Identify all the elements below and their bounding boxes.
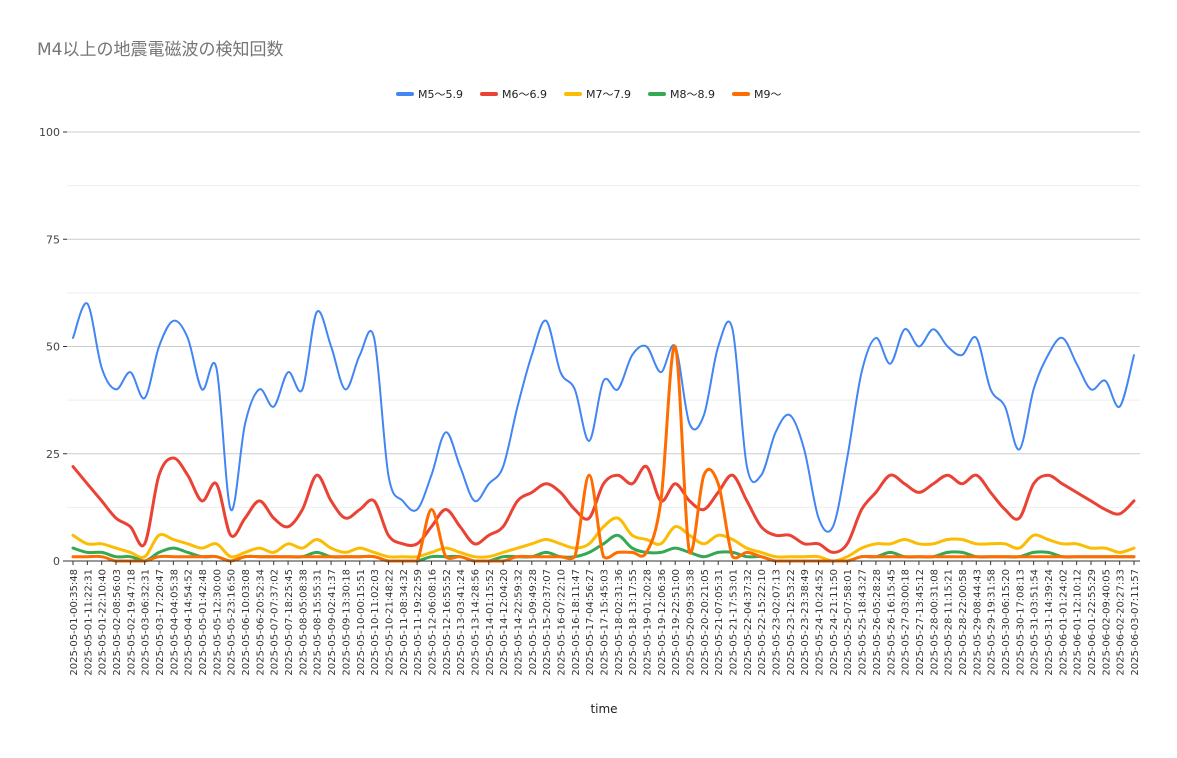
series-line [71, 516, 1136, 563]
x-tick-label: 2025-05-18-13:17:55 [628, 569, 639, 676]
legend-label: M5〜5.9 [418, 88, 463, 101]
x-tick-label: 2025-05-08-15:55:31 [313, 569, 324, 676]
x-axis: 2025-05-01-00:35:48 2025-05-01-11:22:31 20… [69, 561, 1141, 676]
series-line [71, 456, 1136, 554]
x-tick-label: 2025-05-25-07:58:01 [843, 569, 854, 676]
x-tick-label: 2025-05-14-12:04:20 [499, 569, 510, 676]
x-tick-label: 2025-05-19-12:06:36 [657, 569, 668, 676]
series-line [71, 344, 1136, 563]
legend-label: M7〜7.9 [586, 88, 631, 101]
x-tick-label: 2025-05-10-11:02:03 [370, 569, 381, 676]
x-tick-label: 2025-05-17-15:45:03 [600, 569, 611, 676]
x-axis-title: time [590, 702, 617, 716]
x-tick-label: 2025-05-05-12:30:00 [212, 569, 223, 676]
x-tick-label: 2025-05-31-14:39:24 [1044, 569, 1055, 676]
y-axis: 0 25 50 75 100 [39, 126, 67, 568]
x-tick-label: 2025-05-05-23:16:50 [227, 569, 238, 676]
x-tick-label: 2025-05-03-06:32:31 [141, 569, 152, 676]
x-tick-label: 2025-06-02-09:40:05 [1101, 569, 1112, 676]
x-tick-label: 2025-05-29-08:44:43 [972, 569, 983, 676]
x-tick-label: 2025-05-11-19:22:59 [413, 569, 424, 676]
x-tick-label: 2025-05-04-04:05:38 [169, 569, 180, 676]
x-tick-label: 2025-05-29-19:31:58 [987, 569, 998, 676]
x-tick-label: 2025-06-03-07:11:57 [1130, 569, 1141, 676]
x-tick-label: 2025-05-13-14:28:56 [470, 569, 481, 676]
x-tick-label: 2025-05-01-11:22:31 [83, 569, 94, 676]
x-tick-label: 2025-05-17-04:56:27 [585, 569, 596, 676]
y-tick-label: 0 [53, 555, 60, 568]
x-tick-label: 2025-05-15-20:37:07 [542, 569, 553, 676]
x-tick-label: 2025-05-18-02:31:36 [614, 569, 625, 676]
x-tick-label: 2025-05-30-06:15:20 [1001, 569, 1012, 676]
gridlines [67, 131, 1140, 508]
x-tick-label: 2025-05-11-08:34:32 [399, 569, 410, 676]
x-tick-label: 2025-05-16-07:22:10 [556, 569, 567, 676]
x-tick-label: 2025-05-28-22:00:58 [958, 569, 969, 676]
x-tick-label: 2025-05-08-05:08:38 [298, 569, 309, 676]
x-tick-label: 2025-05-07-18:25:45 [284, 569, 295, 676]
x-tick-label: 2025-05-24-10:24:52 [815, 569, 826, 676]
x-tick-label: 2025-05-06-10:03:08 [241, 569, 252, 676]
x-tick-label: 2025-05-25-18:43:27 [858, 569, 869, 676]
x-tick-label: 2025-06-01-12:10:12 [1073, 569, 1084, 676]
x-tick-label: 2025-05-20-20:21:05 [700, 569, 711, 676]
x-tick-label: 2025-05-09-13:30:18 [341, 569, 352, 676]
legend-label: M8〜8.9 [670, 88, 715, 101]
legend: M5〜5.9 M6〜6.9 M7〜7.9 M8〜8.9 M9〜 [396, 88, 782, 101]
x-tick-label: 2025-05-12-16:55:52 [442, 569, 453, 676]
x-tick-label: 2025-05-21-07:05:31 [714, 569, 725, 676]
x-tick-label: 2025-05-28-11:15:21 [944, 569, 955, 676]
x-tick-label: 2025-05-26-16:15:45 [886, 569, 897, 676]
x-tick-label: 2025-06-01-01:24:02 [1058, 569, 1069, 676]
x-tick-label: 2025-05-27-03:00:18 [901, 569, 912, 676]
plot-area [71, 302, 1136, 563]
x-tick-label: 2025-05-01-00:35:48 [69, 569, 80, 676]
x-tick-label: 2025-05-05-01:42:48 [198, 569, 209, 676]
x-tick-label: 2025-05-21-17:53:01 [729, 569, 740, 676]
x-tick-label: 2025-06-02-20:27:33 [1116, 569, 1127, 676]
y-tick-label: 100 [39, 126, 60, 139]
x-tick-label: 2025-06-01-22:55:29 [1087, 569, 1098, 676]
x-tick-label: 2025-05-12-06:08:16 [427, 569, 438, 676]
x-tick-label: 2025-05-22-15:22:10 [757, 569, 768, 676]
x-tick-label: 2025-05-07-07:37:02 [270, 569, 281, 676]
x-tick-label: 2025-05-14-01:15:52 [485, 569, 496, 676]
legend-label: M6〜6.9 [502, 88, 547, 101]
x-tick-label: 2025-05-19-01:20:28 [643, 569, 654, 676]
x-tick-label: 2025-05-02-19:47:18 [126, 569, 137, 676]
x-tick-label: 2025-05-28-00:31:08 [929, 569, 940, 676]
x-tick-label: 2025-05-03-17:20:47 [155, 569, 166, 676]
y-tick-label: 50 [46, 341, 60, 354]
legend-label: M9〜 [754, 88, 782, 101]
x-tick-label: 2025-05-30-17:08:13 [1015, 569, 1026, 676]
series-line [72, 302, 1135, 533]
x-tick-label: 2025-05-06-20:52:34 [255, 569, 266, 676]
x-tick-label: 2025-05-10-00:15:51 [356, 569, 367, 676]
x-tick-label: 2025-05-23-12:53:22 [786, 569, 797, 676]
x-tick-label: 2025-05-16-18:11:47 [571, 569, 582, 676]
x-tick-label: 2025-05-22-04:37:32 [743, 569, 754, 676]
x-tick-label: 2025-05-31-03:51:54 [1030, 569, 1041, 676]
x-tick-label: 2025-05-02-08:56:03 [112, 569, 123, 676]
y-tick-label: 75 [46, 233, 60, 246]
x-tick-label: 2025-05-19-22:51:00 [671, 569, 682, 676]
x-tick-label: 2025-05-14-22:59:32 [513, 569, 524, 676]
x-tick-label: 2025-05-09-02:41:37 [327, 569, 338, 676]
x-tick-label: 2025-05-26-05:28:28 [872, 569, 883, 676]
x-tick-label: 2025-05-15-09:49:28 [528, 569, 539, 676]
x-tick-label: 2025-05-04-14:54:52 [184, 569, 195, 676]
x-tick-label: 2025-05-10-21:48:22 [384, 569, 395, 676]
x-tick-label: 2025-05-23-02:07:13 [772, 569, 783, 676]
x-tick-label: 2025-05-23-23:38:49 [800, 569, 811, 676]
x-tick-label: 2025-05-20-09:35:38 [686, 569, 697, 676]
x-tick-label: 2025-05-27-13:45:12 [915, 569, 926, 676]
x-tick-label: 2025-05-24-21:11:50 [829, 569, 840, 676]
x-tick-label: 2025-05-01-22:10:40 [98, 569, 109, 676]
x-tick-label: 2025-05-13-03:41:24 [456, 569, 467, 676]
chart-title: M4以上の地震電磁波の検知回数 [37, 40, 283, 60]
y-tick-label: 25 [46, 448, 60, 461]
